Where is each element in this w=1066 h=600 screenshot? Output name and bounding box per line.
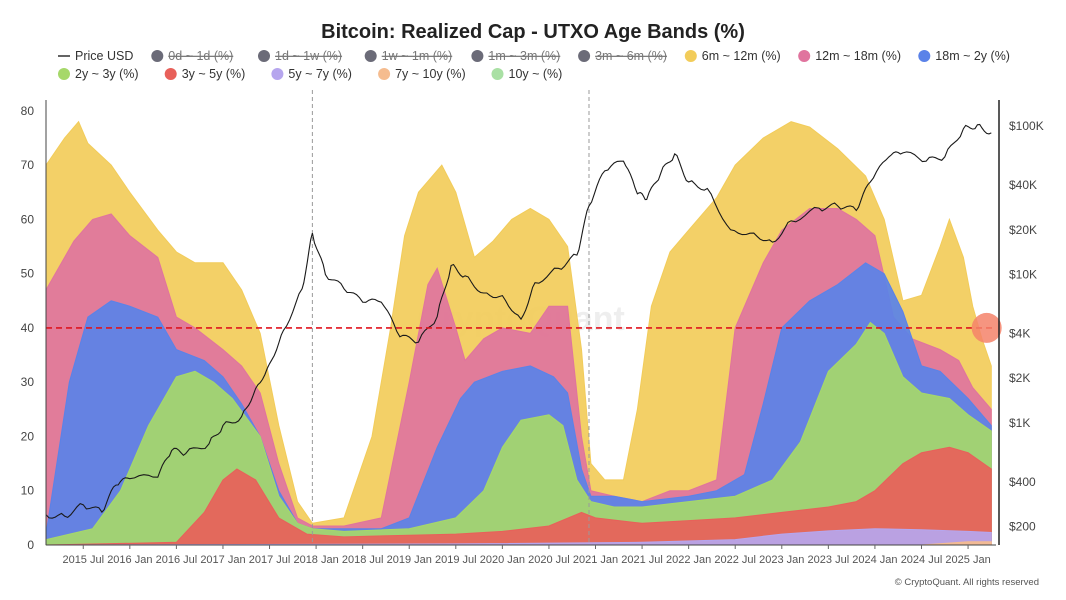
x-tick-3: 2017 Jan (200, 554, 245, 566)
x-tick-13: 2022 Jan (666, 554, 711, 566)
y-tick-left-1: 10 (21, 484, 35, 498)
y-tick-left-0: 0 (27, 538, 34, 552)
legend-item-5y-7y: 5y ~ 7y (%) (271, 67, 352, 81)
legend-swatch (271, 68, 284, 80)
y-tick-right-0: $200 (1009, 519, 1036, 533)
legend-label: Price USD (75, 49, 133, 63)
legend-label: 0d ~ 1d (%) (168, 49, 233, 63)
legend-item-price-usd: Price USD (58, 49, 133, 63)
x-tick-7: 2019 Jan (387, 554, 432, 566)
y-tick-right-1: $400 (1009, 475, 1036, 489)
legend-item-1d-1w: 1d ~ 1w (%) (258, 49, 342, 63)
legend-item-3m-6m: 3m ~ 6m (%) (578, 49, 667, 63)
legend-swatch (578, 50, 591, 62)
legend-label: 1w ~ 1m (%) (382, 49, 453, 63)
x-tick-19: 2025 Jan (945, 554, 990, 566)
legend-item-2y-3y: 2y ~ 3y (%) (58, 67, 139, 81)
legend-item-3y-5y: 3y ~ 5y (%) (164, 67, 246, 81)
legend-label: 3y ~ 5y (%) (182, 67, 246, 81)
x-tick-4: 2017 Jul (249, 554, 291, 566)
x-tick-18: 2024 Jul (901, 554, 943, 566)
legend-item-10y: 10y ~ (%) (491, 67, 563, 81)
x-tick-17: 2024 Jan (852, 554, 897, 566)
legend-swatch (164, 68, 177, 80)
legend-swatch (471, 50, 484, 62)
area-5y-7y (45, 528, 992, 546)
legend-label: 7y ~ 10y (%) (395, 67, 466, 81)
legend-item-6m-12m: 6m ~ 12m (%) (684, 49, 781, 63)
legend-label: 1m ~ 3m (%) (488, 49, 560, 63)
x-tick-11: 2021 Jan (573, 554, 618, 566)
legend-swatch (258, 50, 270, 62)
legend-swatch (918, 50, 931, 62)
legend-swatch (378, 68, 391, 80)
y-tick-left-4: 40 (21, 321, 35, 335)
legend-swatch (364, 50, 377, 62)
plot-area: CryptoQuant01020304050607080$200$400$1K$… (21, 90, 1044, 566)
y-tick-right-3: $2K (1009, 371, 1030, 385)
y-tick-right-7: $40K (1009, 178, 1037, 192)
x-tick-6: 2018 Jul (342, 554, 384, 566)
legend-label: 2y ~ 3y (%) (75, 67, 139, 81)
legend-item-1m-3m: 1m ~ 3m (%) (471, 49, 560, 63)
x-tick-15: 2023 Jan (759, 554, 804, 566)
y-tick-right-6: $20K (1009, 223, 1037, 237)
legend-item-7y-10y: 7y ~ 10y (%) (378, 67, 466, 81)
y-tick-left-7: 70 (21, 158, 35, 172)
x-tick-12: 2021 Jul (621, 554, 663, 566)
area-2y-3y (45, 321, 992, 546)
legend-label: 12m ~ 18m (%) (815, 49, 901, 63)
x-tick-10: 2020 Jul (528, 554, 570, 566)
legend-label: 6m ~ 12m (%) (702, 49, 781, 63)
y-tick-left-2: 20 (21, 429, 35, 443)
y-tick-right-2: $1K (1009, 416, 1030, 430)
legend-item-0d-1d: 0d ~ 1d (%) (151, 49, 233, 63)
price-line (45, 123, 992, 519)
legend-swatch (151, 50, 164, 62)
x-tick-16: 2023 Jul (808, 554, 850, 566)
legend: Price USD 0d ~ 1d (%) 1d ~ 1w (%) 1w ~ 1m (… (58, 49, 1010, 81)
legend-item-12m-18m: 12m ~ 18m (%) (798, 49, 901, 63)
area-3y-5y (45, 446, 992, 546)
x-tick-5: 2018 Jan (293, 554, 338, 566)
x-tick-0: 2015 Jul (62, 554, 104, 566)
y-tick-right-5: $10K (1009, 267, 1037, 281)
legend-swatch (491, 68, 504, 80)
highlight-point (971, 312, 1002, 343)
x-tick-9: 2020 Jan (480, 554, 525, 566)
y-tick-right-4: $4K (1009, 326, 1030, 340)
y-tick-left-5: 50 (21, 267, 35, 281)
legend-item-1w-1m: 1w ~ 1m (%) (364, 49, 453, 63)
legend-label: 18m ~ 2y (%) (935, 49, 1010, 63)
chart-title: Bitcoin: Realized Cap - UTXO Age Bands (… (321, 21, 745, 43)
y-tick-left-3: 30 (21, 375, 35, 389)
x-tick-8: 2019 Jul (435, 554, 477, 566)
x-tick-14: 2022 Jul (714, 554, 756, 566)
legend-swatch (798, 50, 811, 62)
area-18m-2y (45, 262, 992, 546)
x-tick-1: 2016 Jan (107, 554, 152, 566)
y-tick-left-8: 80 (21, 104, 35, 118)
legend-item-18m-2y: 18m ~ 2y (%) (918, 49, 1010, 63)
legend-swatch (58, 68, 70, 80)
legend-label: 1d ~ 1w (%) (275, 49, 342, 63)
legend-swatch (684, 50, 697, 62)
legend-label: 10y ~ (%) (509, 67, 563, 81)
x-tick-2: 2016 Jul (156, 554, 198, 566)
legend-label: 3m ~ 6m (%) (595, 49, 667, 63)
credit-text: © CryptoQuant. All rights reserved (895, 577, 1039, 588)
legend-label: 5y ~ 7y (%) (288, 67, 352, 81)
y-tick-left-6: 60 (21, 212, 35, 226)
y-tick-right-8: $100K (1009, 119, 1044, 133)
